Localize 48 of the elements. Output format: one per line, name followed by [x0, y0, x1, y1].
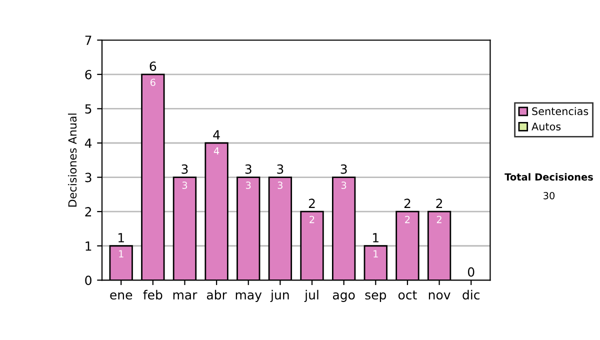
x-tick-label: abr	[206, 290, 227, 300]
y-tick-label: 1	[86, 242, 92, 251]
y-tick-label: 2	[85, 207, 92, 216]
total-label: 3	[182, 164, 188, 174]
data-label: 2	[436, 216, 442, 224]
x-tick-label: feb	[143, 290, 162, 300]
x-tick-label: jun	[270, 290, 289, 302]
total-label: 2	[436, 198, 442, 208]
y-tick-label: 0	[85, 276, 92, 286]
data-label: 2	[405, 216, 410, 224]
data-label: 1	[374, 250, 378, 258]
legend-label: Autos	[532, 122, 561, 130]
data-label: 3	[246, 182, 251, 189]
x-tick-label: nov	[428, 292, 450, 300]
data-label: 6	[150, 78, 156, 86]
text: Total Decisiones	[504, 173, 593, 181]
y-tick-label: 5	[85, 104, 92, 114]
x-tick-label: mar	[173, 292, 198, 300]
total-label: 4	[213, 130, 220, 140]
x-tick-label: oct	[398, 290, 417, 300]
data-label: 4	[214, 147, 220, 154]
x-tick-label: dic	[462, 290, 480, 300]
data-label: 2	[310, 216, 314, 224]
data-label: 3	[278, 182, 283, 189]
y-tick-label: 7	[85, 36, 92, 45]
x-tick-label: sep	[365, 292, 386, 302]
total-label: 1	[118, 233, 124, 242]
x-tick-label: ene	[110, 292, 132, 300]
total-label: 3	[277, 164, 284, 174]
data-label: 3	[182, 182, 188, 189]
data-label: 1	[119, 250, 124, 258]
x-tick-label: ago	[332, 292, 355, 302]
y-tick-label: 3	[85, 172, 92, 182]
legend-label: Sentencias	[532, 107, 588, 116]
x-tick-label: jul	[304, 290, 318, 302]
total-label: 1	[373, 233, 378, 242]
total-label: 2	[404, 198, 410, 208]
y-tick-label: 6	[85, 70, 92, 80]
x-tick-label: may	[236, 292, 262, 302]
y-tick-label: 4	[84, 138, 92, 148]
text: 30	[544, 192, 555, 200]
total-label: 6	[150, 62, 156, 71]
total-label: 3	[245, 164, 252, 174]
total-label: 0	[468, 267, 474, 277]
total-label: 3	[340, 164, 347, 174]
data-label: 3	[341, 182, 346, 189]
total-label: 2	[308, 198, 315, 208]
y-axis-title: Decisiones Anual	[68, 114, 77, 207]
